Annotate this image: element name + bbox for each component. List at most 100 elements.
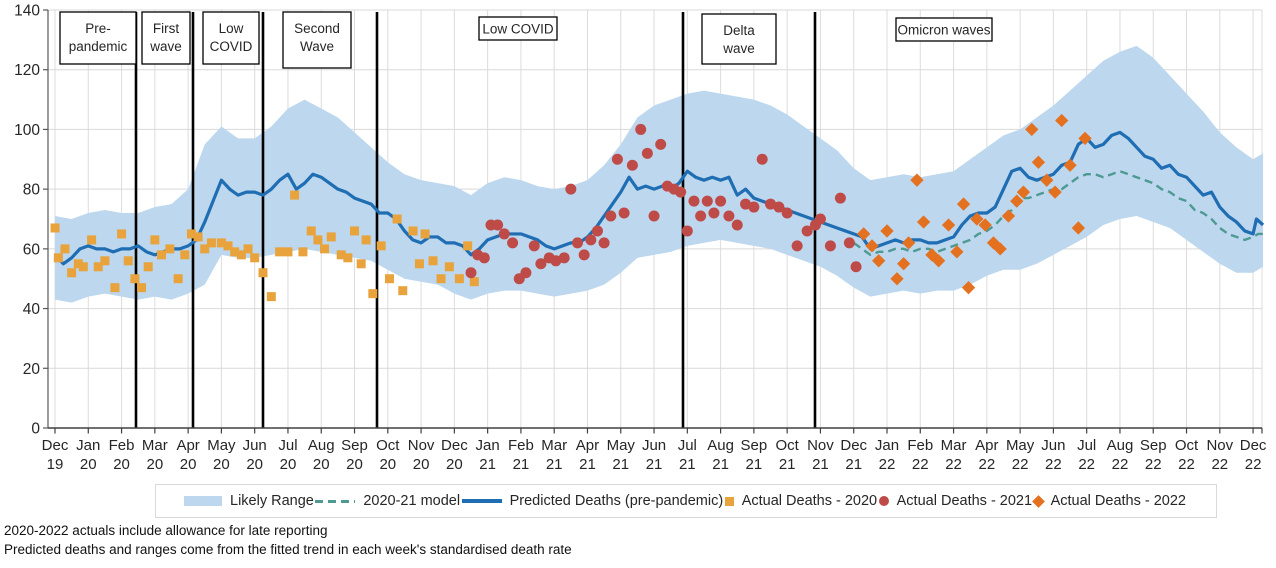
period-label-box	[141, 11, 191, 65]
x-axis-year-label: 21	[746, 456, 763, 473]
x-axis-month-label: Jun	[243, 437, 267, 454]
x-axis-month-label: Feb	[907, 437, 933, 454]
actual-2020-marker	[266, 292, 276, 302]
y-axis-label: 20	[23, 361, 41, 378]
x-axis-month-label: May	[207, 437, 236, 454]
actual-2020-marker	[463, 241, 473, 251]
actual-2020-marker	[165, 244, 175, 254]
period-label-text: Wave	[300, 39, 334, 54]
x-axis-year-label: 20	[346, 456, 363, 473]
actual-2020-marker	[193, 232, 203, 242]
x-axis-month-label: Dec	[441, 437, 468, 454]
actual-2021-marker	[765, 198, 777, 210]
actual-2020-marker	[143, 262, 153, 272]
actual-2021-marker	[605, 210, 617, 222]
actual-2021-marker	[648, 210, 660, 222]
actual-2022-marker	[961, 281, 976, 295]
x-axis-month-label: Aug	[308, 437, 335, 454]
actual-2020-marker	[60, 244, 70, 254]
actual-2021-marker	[585, 234, 597, 246]
x-axis-year-label: 22	[945, 456, 962, 473]
actual-2020-marker	[180, 250, 190, 260]
x-axis-month-label: Jun	[1041, 437, 1065, 454]
x-axis-year-label: 20	[379, 456, 396, 473]
actual-2021-marker	[571, 237, 583, 249]
x-axis-year-label: 21	[546, 456, 563, 473]
legend-label: Actual Deaths - 2021	[896, 493, 1033, 509]
actual-2022-marker	[916, 215, 931, 229]
x-axis-month-label: Jan	[476, 437, 500, 454]
actual-2021-marker	[507, 237, 519, 249]
legend-item-2020-21-model: 2020-21 model	[315, 493, 460, 509]
actual-2021-marker	[558, 252, 570, 264]
actual-2022-marker	[857, 227, 871, 241]
x-axis-month-label: Dec	[1240, 437, 1267, 454]
x-axis-year-label: 22	[1145, 456, 1162, 473]
period-label-box	[282, 11, 352, 69]
x-axis-year-label: 22	[1178, 456, 1195, 473]
x-axis-month-label: Sep	[741, 437, 768, 454]
actual-2020-marker	[243, 244, 253, 254]
x-axis-month-label: Oct	[1175, 437, 1199, 454]
x-axis-month-label: Aug	[707, 437, 734, 454]
x-axis-month-label: Jul	[1077, 437, 1096, 454]
x-axis-year-label: 21	[513, 456, 530, 473]
actual-2021-marker	[578, 249, 590, 261]
period-label-text: Low	[219, 21, 244, 36]
x-axis-year-label: 20	[80, 456, 97, 473]
actual-2020-marker	[67, 268, 77, 278]
actual-2020-marker	[258, 268, 268, 278]
actual-2020-marker	[392, 214, 402, 224]
actual-2020-marker	[420, 229, 430, 239]
actual-2020-marker	[275, 247, 285, 257]
actual-2021-marker	[791, 240, 803, 252]
period-label-text: COVID	[210, 39, 253, 54]
period-label-box	[59, 11, 137, 65]
y-axis-label: 40	[23, 301, 41, 318]
legend-item-likely-range: Likely Range	[184, 493, 314, 509]
solid-line-swatch-icon	[461, 499, 502, 503]
period-label-box	[478, 16, 558, 41]
actual-2021-marker	[675, 186, 687, 198]
actual-2020-marker	[236, 250, 246, 260]
actual-2021-marker	[701, 195, 713, 207]
actual-2021-marker	[681, 225, 693, 237]
actual-2022-marker	[896, 257, 911, 271]
actual-2020-marker	[93, 262, 103, 272]
dashed-line-swatch-icon	[315, 499, 356, 503]
y-axis-label: 140	[14, 3, 40, 20]
y-axis-label: 0	[31, 421, 40, 438]
actual-2021-marker	[492, 219, 504, 231]
legend-item-actual-2022: Actual Deaths - 2022	[1031, 493, 1186, 509]
actual-2021-marker	[618, 207, 630, 219]
y-axis-label: 120	[14, 62, 40, 79]
x-axis-year-label: 22	[912, 456, 929, 473]
period-label-text: Omicron waves	[897, 23, 990, 38]
actual-2022-marker	[993, 242, 1007, 256]
x-axis-month-label: Mar	[541, 437, 567, 454]
model-2020-21-line	[853, 169, 1264, 257]
period-label-box	[701, 13, 777, 65]
actual-2020-marker	[298, 247, 308, 257]
x-axis-year-label: 20	[446, 456, 463, 473]
x-axis-year-label: 21	[712, 456, 729, 473]
actual-2020-marker	[53, 253, 63, 263]
x-axis-year-label: 21	[845, 456, 862, 473]
x-axis-month-label: Feb	[109, 437, 135, 454]
actual-2020-marker	[73, 259, 83, 269]
x-axis-month-label: Jan	[76, 437, 100, 454]
actual-2021-marker	[626, 159, 638, 171]
period-label-text: wave	[149, 39, 182, 54]
actual-2021-marker	[748, 201, 760, 213]
actual-2021-marker	[740, 198, 752, 210]
actual-2020-marker	[186, 229, 196, 239]
x-axis-month-label: Jan	[875, 437, 899, 454]
actual-2020-marker	[50, 223, 60, 233]
period-label-text: First	[153, 21, 179, 36]
actual-2020-marker	[368, 289, 378, 299]
x-axis-year-label: 21	[646, 456, 663, 473]
x-axis-month-label: Sep	[341, 437, 368, 454]
actual-2020-marker	[343, 253, 353, 263]
actual-2020-marker	[408, 226, 418, 236]
